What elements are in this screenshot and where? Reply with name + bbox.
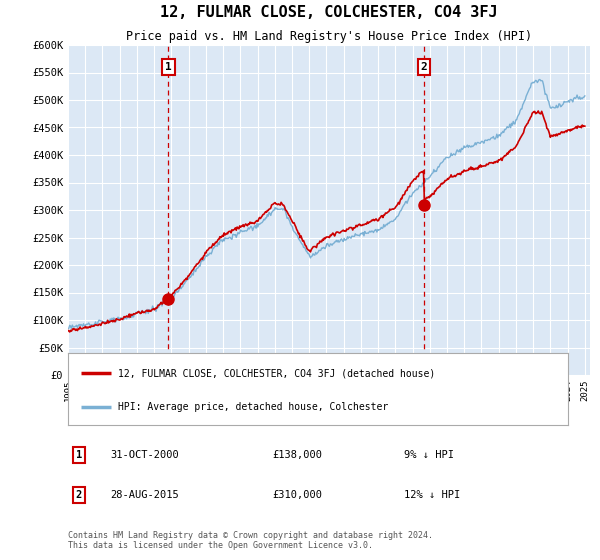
Text: HPI: Average price, detached house, Colchester: HPI: Average price, detached house, Colc… [118, 402, 388, 412]
Text: 28-AUG-2015: 28-AUG-2015 [110, 490, 179, 500]
Text: £310,000: £310,000 [272, 490, 322, 500]
Text: 9% ↓ HPI: 9% ↓ HPI [404, 450, 454, 460]
Text: 1: 1 [76, 450, 82, 460]
Text: 12% ↓ HPI: 12% ↓ HPI [404, 490, 460, 500]
Text: 2: 2 [421, 62, 427, 72]
Text: Contains HM Land Registry data © Crown copyright and database right 2024.
This d: Contains HM Land Registry data © Crown c… [68, 531, 433, 550]
Text: 12, FULMAR CLOSE, COLCHESTER, CO4 3FJ: 12, FULMAR CLOSE, COLCHESTER, CO4 3FJ [160, 6, 498, 20]
Text: 2: 2 [76, 490, 82, 500]
Text: 12, FULMAR CLOSE, COLCHESTER, CO4 3FJ (detached house): 12, FULMAR CLOSE, COLCHESTER, CO4 3FJ (d… [118, 368, 435, 378]
Text: £138,000: £138,000 [272, 450, 322, 460]
Text: 31-OCT-2000: 31-OCT-2000 [110, 450, 179, 460]
Text: 1: 1 [165, 62, 172, 72]
Text: Price paid vs. HM Land Registry's House Price Index (HPI): Price paid vs. HM Land Registry's House … [126, 30, 532, 43]
